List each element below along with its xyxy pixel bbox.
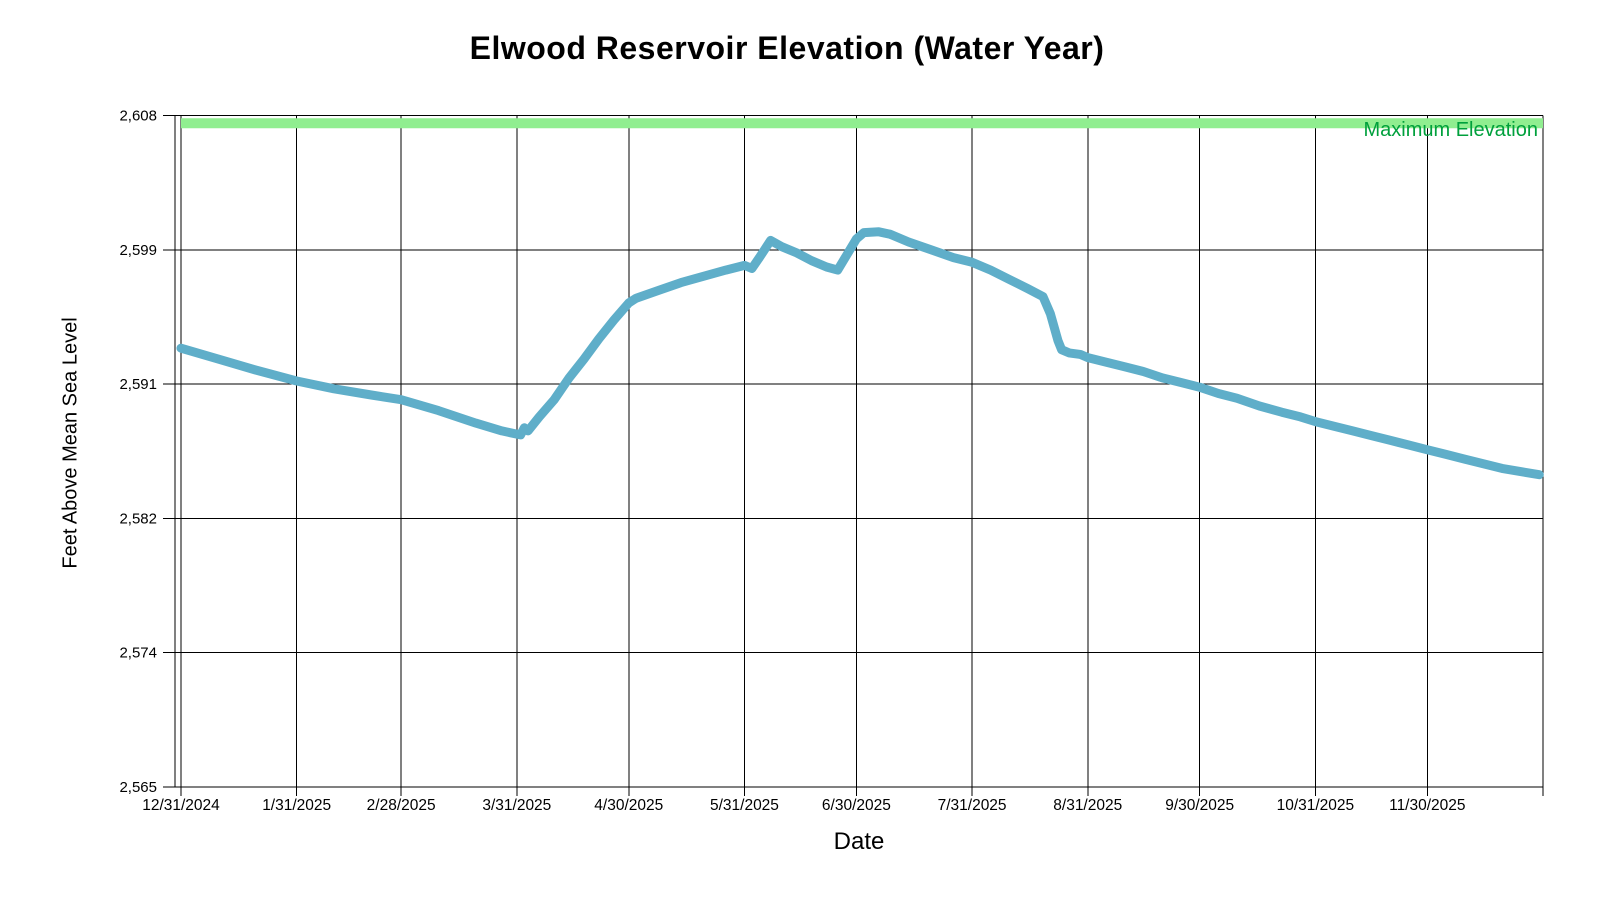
x-tick-label: 6/30/2025 xyxy=(822,797,891,814)
x-tick-label: 7/31/2025 xyxy=(938,797,1007,814)
y-tick-label: 2,574 xyxy=(119,645,157,662)
x-tick-label: 8/31/2025 xyxy=(1053,797,1122,814)
y-tick-label: 2,582 xyxy=(119,510,157,527)
max-elevation-label: Maximum Elevation xyxy=(1363,119,1538,141)
x-tick-label: 11/30/2025 xyxy=(1389,797,1465,814)
x-tick-label: 3/31/2025 xyxy=(482,797,551,814)
chart-title: Elwood Reservoir Elevation (Water Year) xyxy=(469,30,1105,66)
x-tick-label: 9/30/2025 xyxy=(1165,797,1234,814)
y-tick-label: 2,565 xyxy=(119,779,157,796)
y-tick-label: 2,591 xyxy=(119,376,157,393)
y-tick-label: 2,599 xyxy=(119,242,157,259)
x-tick-label: 4/30/2025 xyxy=(594,797,663,814)
elevation-line xyxy=(176,227,1544,480)
x-axis-title: Date xyxy=(833,828,885,855)
y-tick-label: 2,608 xyxy=(119,108,157,125)
x-tick-label: 5/31/2025 xyxy=(710,797,779,814)
x-tick-label: 12/31/2024 xyxy=(142,797,220,814)
y-axis-title: Feet Above Mean Sea Level xyxy=(59,317,82,569)
x-tick-label: 2/28/2025 xyxy=(367,797,436,814)
x-tick-label: 10/31/2025 xyxy=(1277,797,1355,814)
x-tick-label: 1/31/2025 xyxy=(262,797,331,814)
